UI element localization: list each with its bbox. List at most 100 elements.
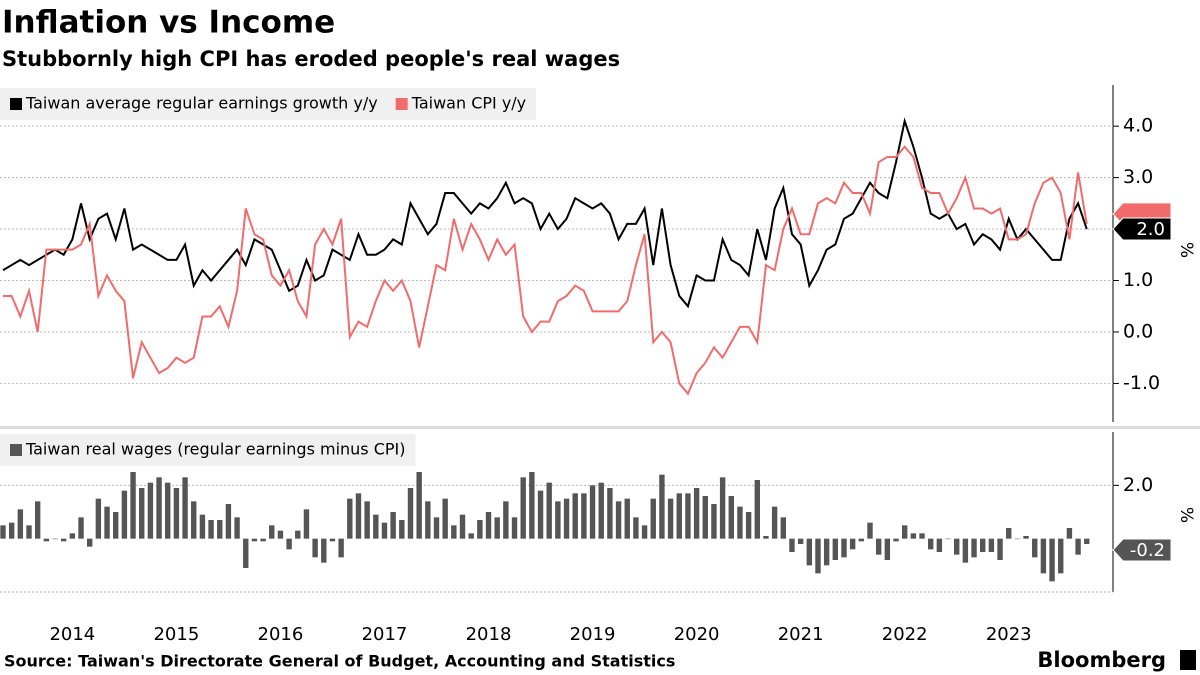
bar xyxy=(962,538,969,563)
x-tick-label: 2015 xyxy=(153,624,199,645)
bar xyxy=(433,517,440,539)
bar xyxy=(208,520,214,539)
bar xyxy=(650,498,656,539)
end-tag: 2.0 xyxy=(1112,217,1172,241)
bar xyxy=(693,488,700,539)
bar xyxy=(78,517,84,539)
bar xyxy=(867,522,873,539)
bar xyxy=(373,514,379,539)
end-tag-box xyxy=(1112,217,1172,241)
bar xyxy=(286,538,292,550)
x-tick-label: 2023 xyxy=(986,624,1032,645)
bar xyxy=(537,490,544,539)
bar xyxy=(771,506,778,539)
bar xyxy=(745,512,752,539)
x-tick-label: 2020 xyxy=(674,624,720,645)
legend: Taiwan real wages (regular earnings minu… xyxy=(0,434,416,466)
bar xyxy=(407,488,414,539)
legend-bg xyxy=(0,434,416,466)
bar xyxy=(1032,538,1038,558)
bar xyxy=(364,501,370,539)
bar xyxy=(34,501,41,539)
bar xyxy=(1066,528,1073,539)
bar xyxy=(390,512,396,539)
bar xyxy=(910,533,917,539)
y-axis-label: % xyxy=(1176,507,1196,523)
bar xyxy=(633,517,639,539)
end-tag-box xyxy=(1112,538,1172,562)
bar xyxy=(121,490,128,539)
y-axis-label: % xyxy=(1176,242,1196,258)
bar xyxy=(459,514,466,539)
bar xyxy=(945,538,951,540)
legend-label: Taiwan CPI y/y xyxy=(411,94,526,113)
bar xyxy=(1040,538,1047,574)
bar xyxy=(182,477,188,539)
bar xyxy=(156,477,162,539)
brand: Bloomberg xyxy=(1037,648,1166,672)
bar xyxy=(312,538,318,558)
bar xyxy=(1006,528,1012,539)
line-series xyxy=(3,145,1088,396)
bar xyxy=(546,482,552,539)
bar xyxy=(858,538,865,542)
bar xyxy=(607,488,613,539)
y-tick-label: 0.0 xyxy=(1123,320,1153,342)
bar xyxy=(676,493,682,539)
bar xyxy=(615,501,622,539)
bar xyxy=(347,498,353,539)
bar xyxy=(529,472,535,539)
bar xyxy=(520,477,526,539)
bar xyxy=(60,538,67,542)
bar xyxy=(277,530,284,539)
bar xyxy=(1075,538,1081,555)
x-tick-label: 2017 xyxy=(362,624,408,645)
bar xyxy=(381,522,388,539)
bar xyxy=(234,517,240,539)
bar xyxy=(884,538,891,560)
bar xyxy=(451,525,457,539)
bar xyxy=(355,493,362,539)
bar xyxy=(797,538,804,544)
bar xyxy=(711,504,717,539)
bar xyxy=(1049,538,1055,582)
bar xyxy=(173,488,180,539)
bar xyxy=(754,480,760,539)
legend-swatch xyxy=(10,444,22,456)
bar xyxy=(919,533,925,539)
bar xyxy=(251,538,258,542)
bar xyxy=(685,493,691,539)
bar xyxy=(849,538,856,550)
bar xyxy=(624,498,630,539)
bar xyxy=(69,533,76,539)
bar xyxy=(980,538,986,552)
bar xyxy=(130,472,136,539)
bar xyxy=(199,514,206,539)
bar xyxy=(295,530,301,539)
legend-label: Taiwan real wages (regular earnings minu… xyxy=(25,440,406,459)
bar xyxy=(494,517,500,539)
bar xyxy=(87,538,93,547)
bar xyxy=(243,538,249,568)
bar xyxy=(269,525,275,539)
bar xyxy=(598,482,604,539)
bar xyxy=(425,501,431,539)
bar xyxy=(728,496,734,539)
bar xyxy=(823,538,830,566)
bar xyxy=(217,520,223,539)
y-tick-label: 2.0 xyxy=(1123,474,1153,496)
y-tick-label: 3.0 xyxy=(1123,166,1153,188)
bar xyxy=(789,538,795,552)
bar xyxy=(95,498,102,539)
bar xyxy=(875,538,882,555)
bar xyxy=(1084,538,1090,544)
bar xyxy=(780,517,786,539)
bar xyxy=(225,504,232,539)
bar xyxy=(737,506,743,539)
bar xyxy=(988,538,995,552)
bar xyxy=(997,538,1003,560)
bar xyxy=(17,509,24,539)
bar xyxy=(832,538,839,560)
bar xyxy=(43,538,50,542)
